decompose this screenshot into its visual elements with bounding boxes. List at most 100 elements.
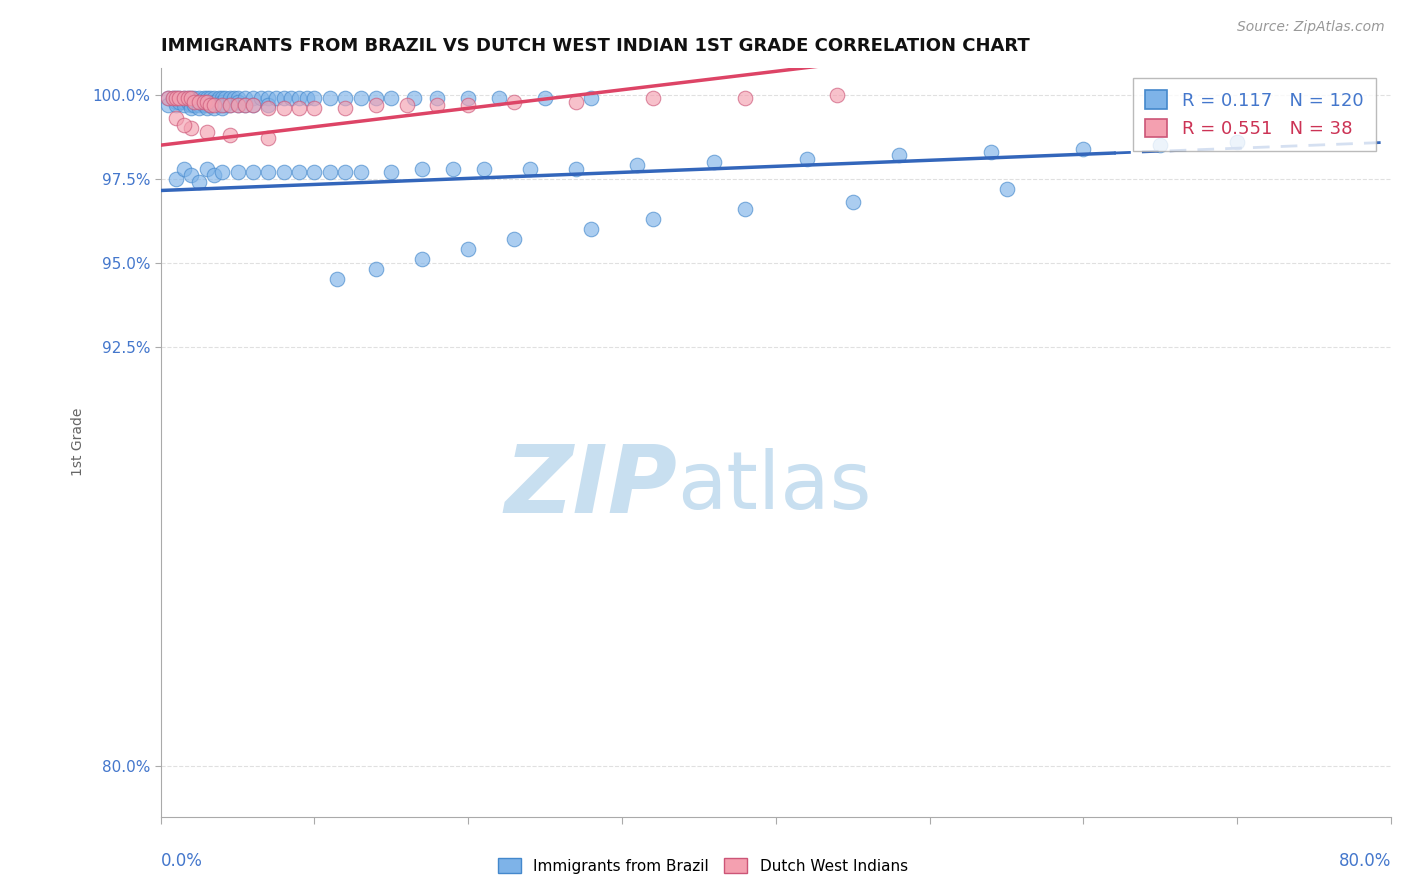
Point — [333, 101, 356, 115]
Point — [488, 91, 510, 105]
Point — [165, 95, 187, 109]
Point — [457, 98, 479, 112]
Point — [218, 98, 240, 112]
Point — [426, 91, 449, 105]
Point — [395, 98, 418, 112]
Point — [426, 98, 449, 112]
Point — [195, 95, 218, 109]
Point — [288, 101, 311, 115]
Point — [1149, 138, 1171, 153]
Point — [796, 152, 818, 166]
Point — [195, 98, 218, 112]
Point — [887, 148, 910, 162]
Point — [180, 98, 202, 112]
Point — [364, 262, 387, 277]
Point — [180, 101, 202, 115]
Point — [198, 98, 221, 112]
Point — [264, 91, 287, 105]
Point — [173, 118, 195, 132]
Legend: Immigrants from Brazil, Dutch West Indians: Immigrants from Brazil, Dutch West India… — [492, 852, 914, 880]
Point — [165, 171, 187, 186]
Point — [226, 95, 249, 109]
Point — [180, 95, 202, 109]
Point — [273, 165, 295, 179]
Point — [180, 169, 202, 183]
Point — [319, 165, 342, 179]
Point — [218, 91, 240, 105]
Point — [226, 91, 249, 105]
Point — [226, 165, 249, 179]
Point — [188, 98, 211, 112]
Point — [441, 161, 464, 176]
Point — [226, 98, 249, 112]
Point — [173, 161, 195, 176]
Point — [734, 91, 756, 105]
Point — [188, 101, 211, 115]
Point — [326, 272, 349, 286]
Point — [211, 91, 233, 105]
Point — [233, 98, 256, 112]
Point — [204, 169, 226, 183]
Point — [404, 91, 426, 105]
Point — [195, 95, 218, 109]
Point — [380, 91, 402, 105]
Text: atlas: atlas — [678, 448, 872, 526]
Point — [242, 165, 264, 179]
Point — [304, 165, 326, 179]
Point — [188, 95, 211, 109]
Point — [841, 195, 863, 210]
Point — [211, 95, 233, 109]
Point — [211, 101, 233, 115]
Point — [295, 91, 318, 105]
Point — [167, 95, 190, 109]
Point — [534, 91, 557, 105]
Point — [380, 165, 402, 179]
Point — [995, 182, 1018, 196]
Point — [472, 161, 495, 176]
Text: IMMIGRANTS FROM BRAZIL VS DUTCH WEST INDIAN 1ST GRADE CORRELATION CHART: IMMIGRANTS FROM BRAZIL VS DUTCH WEST IND… — [160, 37, 1029, 55]
Point — [198, 98, 221, 112]
Point — [411, 161, 433, 176]
Point — [165, 91, 187, 105]
Point — [198, 91, 221, 105]
Point — [177, 91, 200, 105]
Point — [204, 98, 226, 112]
Point — [457, 242, 479, 256]
Point — [224, 91, 246, 105]
Point — [195, 91, 218, 105]
Point — [180, 91, 202, 105]
Point — [208, 98, 231, 112]
Point — [157, 98, 180, 112]
Point — [333, 165, 356, 179]
Point — [233, 98, 256, 112]
Text: Source: ZipAtlas.com: Source: ZipAtlas.com — [1237, 20, 1385, 34]
Point — [304, 91, 326, 105]
Point — [280, 91, 302, 105]
Point — [180, 91, 202, 105]
Point — [214, 98, 236, 112]
Point — [204, 101, 226, 115]
Point — [177, 95, 200, 109]
Point — [188, 175, 211, 189]
Point — [319, 91, 342, 105]
Point — [827, 87, 849, 102]
Point — [211, 165, 233, 179]
Point — [195, 161, 218, 176]
Point — [211, 98, 233, 112]
Point — [157, 91, 180, 105]
Point — [195, 125, 218, 139]
Point — [173, 91, 195, 105]
Point — [165, 91, 187, 105]
Point — [503, 232, 526, 246]
Y-axis label: 1st Grade: 1st Grade — [72, 408, 86, 476]
Point — [233, 91, 256, 105]
Point — [165, 98, 187, 112]
Point — [581, 222, 603, 236]
Point — [257, 131, 280, 145]
Point — [195, 101, 218, 115]
Point — [242, 98, 264, 112]
Point — [457, 91, 479, 105]
Point — [193, 91, 215, 105]
Point — [167, 91, 190, 105]
Point — [626, 158, 648, 172]
